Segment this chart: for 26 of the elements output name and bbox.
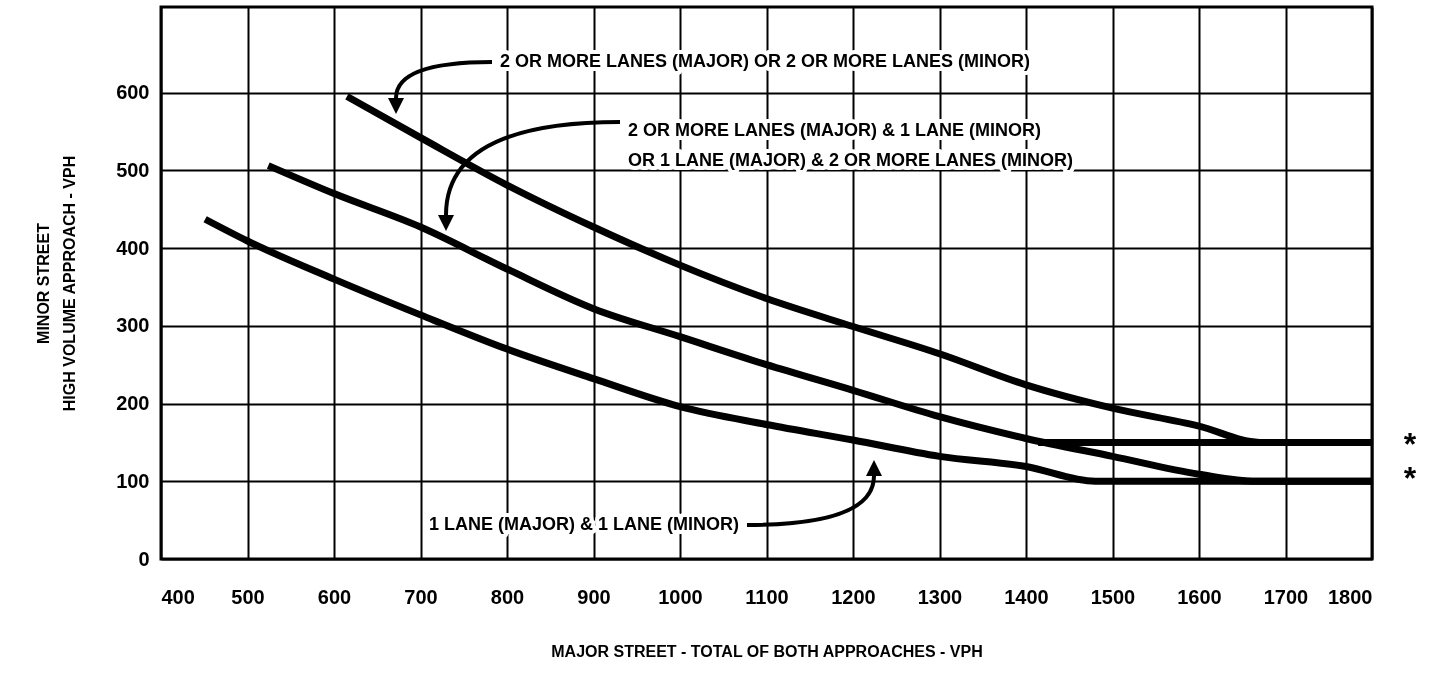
x-tick-label: 1500 xyxy=(1090,585,1136,608)
x-tick-label: 1100 xyxy=(745,585,789,608)
x-tick-label: 1000 xyxy=(658,585,703,608)
y-tick-label: 100 xyxy=(116,469,150,492)
x-tick-label: 1700 xyxy=(1263,585,1309,608)
y-tick-label: 200 xyxy=(116,392,150,415)
y-tick-label: 300 xyxy=(116,314,150,337)
y-tick-label: 500 xyxy=(116,158,150,181)
x-axis-title: MAJOR STREET - TOTAL OF BOTH APPROACHES - VPH xyxy=(551,642,983,660)
x-tick-label: 600 xyxy=(317,585,352,608)
x-tick-label: 1400 xyxy=(1004,585,1049,608)
y-tick-label: 400 xyxy=(116,236,150,259)
x-tick-label: 1200 xyxy=(831,585,876,608)
x-tick-label: 700 xyxy=(404,585,438,608)
x-tick-label: 1600 xyxy=(1177,585,1222,608)
x-tick-label: 400 xyxy=(161,585,195,608)
x-tick-label: 1800 xyxy=(1328,585,1373,608)
y-tick-label: 600 xyxy=(116,81,150,104)
y-tick-label: 0 xyxy=(138,547,150,570)
x-tick-label: 800 xyxy=(490,585,525,608)
y-axis-title: MINOR STREET HIGH VOLUME APPROACH - VPH xyxy=(35,155,79,412)
x-tick-label: 500 xyxy=(231,585,265,608)
text: * xyxy=(1403,426,1417,462)
x-tick-label: 900 xyxy=(577,585,611,608)
text: * xyxy=(1403,460,1417,496)
x-tick-label: 1300 xyxy=(917,585,963,608)
